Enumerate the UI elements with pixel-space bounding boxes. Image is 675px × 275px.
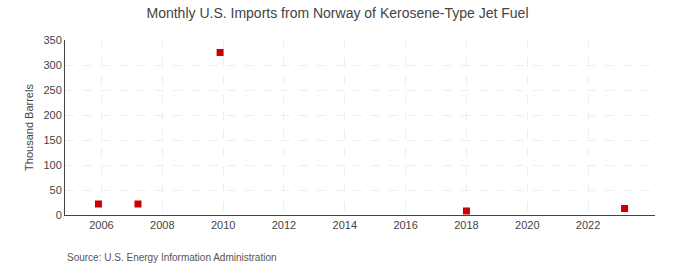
svg-text:300: 300 — [43, 59, 61, 71]
svg-text:2012: 2012 — [272, 219, 296, 231]
svg-text:2008: 2008 — [150, 219, 174, 231]
svg-text:2022: 2022 — [576, 219, 600, 231]
svg-text:100: 100 — [43, 159, 61, 171]
svg-text:Monthly U.S. Imports from Norw: Monthly U.S. Imports from Norway of Kero… — [146, 5, 528, 21]
svg-text:200: 200 — [43, 109, 61, 121]
svg-text:2018: 2018 — [454, 219, 478, 231]
svg-text:2020: 2020 — [515, 219, 539, 231]
svg-text:0: 0 — [56, 209, 62, 221]
svg-text:2016: 2016 — [393, 219, 417, 231]
svg-text:2006: 2006 — [89, 219, 113, 231]
svg-text:50: 50 — [50, 184, 62, 196]
svg-text:Thousand Barrels: Thousand Barrels — [23, 84, 35, 171]
svg-text:250: 250 — [43, 84, 61, 96]
svg-text:150: 150 — [43, 134, 61, 146]
svg-text:350: 350 — [43, 34, 61, 46]
svg-text:Source: U.S. Energy Informatio: Source: U.S. Energy Information Administ… — [67, 252, 277, 263]
svg-text:2010: 2010 — [211, 219, 235, 231]
svg-text:2014: 2014 — [333, 219, 357, 231]
